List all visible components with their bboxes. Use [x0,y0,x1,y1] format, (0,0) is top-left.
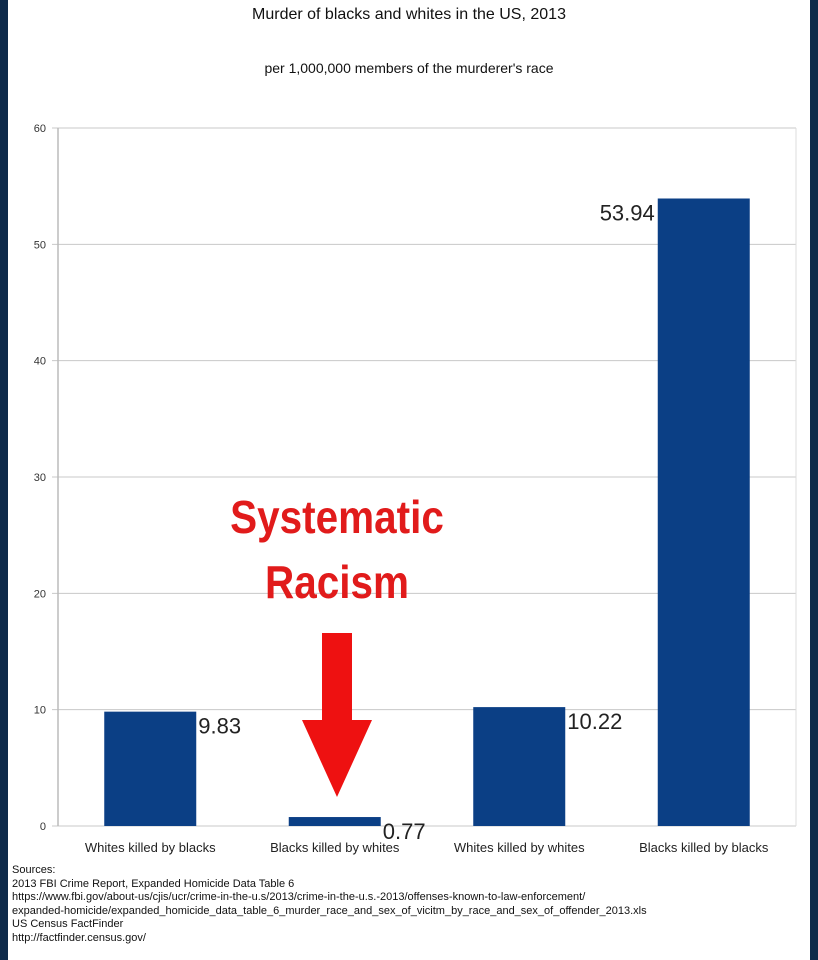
bar [657,198,750,827]
sources: Sources: 2013 FBI Crime Report, Expanded… [12,864,647,945]
sources-heading: Sources: [12,864,56,876]
y-tick-label: 0 [40,821,46,833]
bar [288,817,381,826]
data-label: 0.77 [383,819,426,844]
y-tick-label: 40 [34,356,46,368]
y-tick-label: 20 [34,588,46,600]
y-tick-label: 60 [34,123,46,135]
bar [104,711,197,826]
y-tick-label: 10 [34,705,46,717]
annotation-line-2: Racism [264,556,410,608]
source-line: 2013 FBI Crime Report, Expanded Homicide… [12,877,295,890]
chart-subtitle: per 1,000,000 members of the murderer's … [264,60,554,76]
source-line: US Census FactFinder [12,918,124,930]
y-tick-label: 50 [34,239,46,251]
x-tick-label: Blacks killed by blacks [639,840,769,855]
chart-title: Murder of blacks and whites in the US, 2… [252,6,566,23]
x-tick-label: Whites killed by whites [454,840,585,855]
data-label: 53.94 [600,200,655,225]
down-arrow-icon [302,633,372,797]
y-tick-label: 30 [34,472,46,484]
source-line: https://www.fbi.gov/about-us/cjis/ucr/cr… [12,891,586,903]
annotation-line-1: Systematic [230,491,444,543]
x-tick-label: Whites killed by blacks [85,840,216,855]
source-line: expanded-homicide/expanded_homicide_data… [12,904,647,917]
bar [473,707,566,826]
data-label: 10.22 [567,709,622,734]
x-tick-label: Blacks killed by whites [270,840,400,855]
data-label: 9.83 [198,714,241,739]
source-line: http://factfinder.census.gov/ [12,931,146,944]
